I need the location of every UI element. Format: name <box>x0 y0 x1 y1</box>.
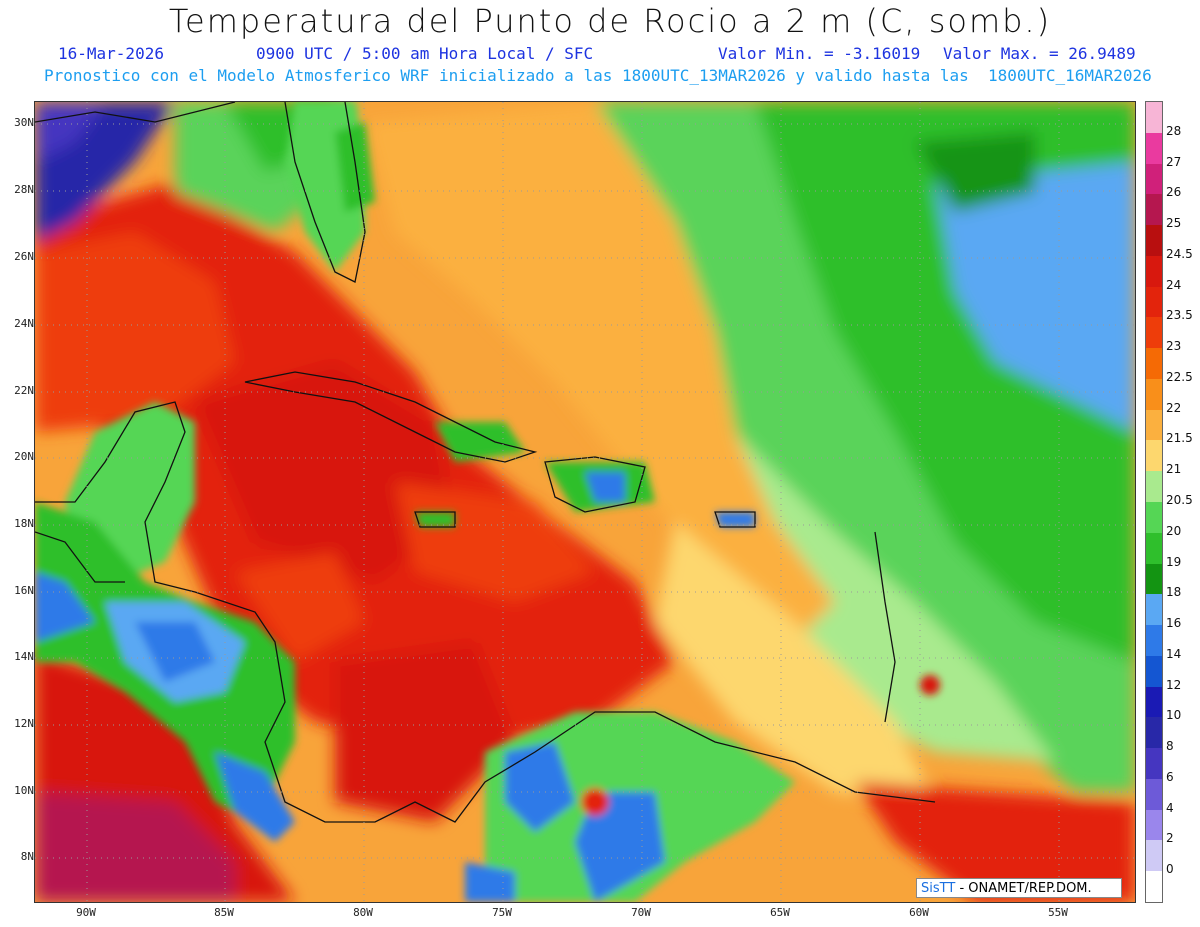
color-bar-label: 23.5 <box>1166 308 1193 323</box>
color-bar-label: 19 <box>1166 554 1182 569</box>
onamet-credit: - ONAMET/REP.DOM. <box>959 881 1092 896</box>
color-bar-label: 0 <box>1166 862 1174 877</box>
color-bar-label: 26 <box>1166 185 1182 200</box>
forecast-time: 0900 UTC / 5:00 am Hora Local / SFC <box>256 44 594 63</box>
lat-label-16n: 16N <box>14 584 34 597</box>
color-bar-label: 24.5 <box>1166 246 1193 261</box>
color-bar-segment <box>1146 809 1162 841</box>
color-bar-segment <box>1146 348 1162 380</box>
lat-label-12n: 12N <box>14 717 34 730</box>
lat-label-26n: 26N <box>14 250 34 263</box>
color-bar-label: 20.5 <box>1166 493 1193 507</box>
color-bar-label: 22.5 <box>1166 369 1193 384</box>
color-bar-label: 21.5 <box>1166 431 1193 446</box>
lat-label-14n: 14N <box>14 650 34 663</box>
onamet-logo: SisTT - ONAMET/REP.DOM. <box>916 878 1122 898</box>
color-bar <box>1145 101 1163 903</box>
color-bar-label: 12 <box>1166 677 1182 692</box>
color-bar-segment <box>1146 717 1162 749</box>
color-bar-segment <box>1146 563 1162 595</box>
color-bar-segment <box>1146 132 1162 164</box>
lat-label-28n: 28N <box>14 183 34 196</box>
map-canvas <box>35 102 1135 902</box>
color-bar-label: 22 <box>1166 400 1182 415</box>
color-bar-label: 28 <box>1166 123 1182 138</box>
dewpoint-map <box>34 101 1136 903</box>
color-bar-segment <box>1146 625 1162 657</box>
lat-label-30n: 30N <box>14 116 34 129</box>
lon-label-90w: 90W <box>76 906 96 919</box>
color-bar-segment <box>1146 286 1162 318</box>
lon-label-70w: 70W <box>631 906 651 919</box>
lon-label-60w: 60W <box>909 906 929 919</box>
min-value: Valor Min. = -3.16019 <box>718 44 921 63</box>
lon-label-75w: 75W <box>492 906 512 919</box>
lon-label-85w: 85W <box>214 906 234 919</box>
color-bar-label: 18 <box>1166 585 1182 600</box>
color-bar-segment <box>1146 655 1162 687</box>
color-bar-segment <box>1146 409 1162 441</box>
color-bar-segment <box>1146 194 1162 226</box>
sistt-logo-text: SisTT <box>921 881 956 896</box>
lat-label-20n: 20N <box>14 450 34 463</box>
map-title: Temperatura del Punto de Rocio a 2 m (C,… <box>168 2 1052 40</box>
color-bar-label: 21 <box>1166 462 1182 477</box>
color-bar-segment <box>1146 225 1162 257</box>
color-bar-segment <box>1146 102 1162 133</box>
color-bar-label: 10 <box>1166 708 1182 723</box>
color-bar-label: 8 <box>1166 739 1174 754</box>
max-value: Valor Max. = 26.9489 <box>943 44 1136 63</box>
color-bar-segment <box>1146 471 1162 503</box>
forecast-date: 16-Mar-2026 <box>58 44 164 63</box>
color-bar-segment <box>1146 255 1162 287</box>
lon-label-65w: 65W <box>770 906 790 919</box>
model-info: Pronostico con el Modelo Atmosferico WRF… <box>44 66 1152 85</box>
lat-label-24n: 24N <box>14 317 34 330</box>
lat-label-10n: 10N <box>14 784 34 797</box>
color-bar-label: 14 <box>1166 646 1182 661</box>
color-bar-segment <box>1146 502 1162 533</box>
lat-label-8n: 8N <box>20 850 34 863</box>
color-bar-segment <box>1146 163 1162 195</box>
color-bar-label: 24 <box>1166 277 1182 292</box>
color-bar-label: 6 <box>1166 769 1174 784</box>
lon-label-80w: 80W <box>353 906 373 919</box>
color-bar-segment <box>1146 840 1162 872</box>
color-bar-segment <box>1146 378 1162 410</box>
color-bar-label: 4 <box>1166 800 1174 815</box>
lat-label-22n: 22N <box>14 384 34 397</box>
color-bar-segment <box>1146 778 1162 810</box>
color-bar-segment <box>1146 871 1162 903</box>
color-bar-label: 2 <box>1166 831 1174 846</box>
color-bar-segment <box>1146 317 1162 349</box>
color-bar-segment <box>1146 594 1162 626</box>
color-bar-segment <box>1146 532 1162 564</box>
lon-label-55w: 55W <box>1048 906 1068 919</box>
color-bar-segment <box>1146 748 1162 780</box>
color-bar-label: 27 <box>1166 154 1182 169</box>
color-bar-label: 16 <box>1166 616 1182 631</box>
lat-label-18n: 18N <box>14 517 34 530</box>
color-bar-segment <box>1146 686 1162 718</box>
color-bar-label: 23 <box>1166 339 1182 354</box>
color-bar-label: 20 <box>1166 523 1182 538</box>
color-bar-label: 25 <box>1166 216 1182 231</box>
color-bar-segment <box>1146 440 1162 472</box>
